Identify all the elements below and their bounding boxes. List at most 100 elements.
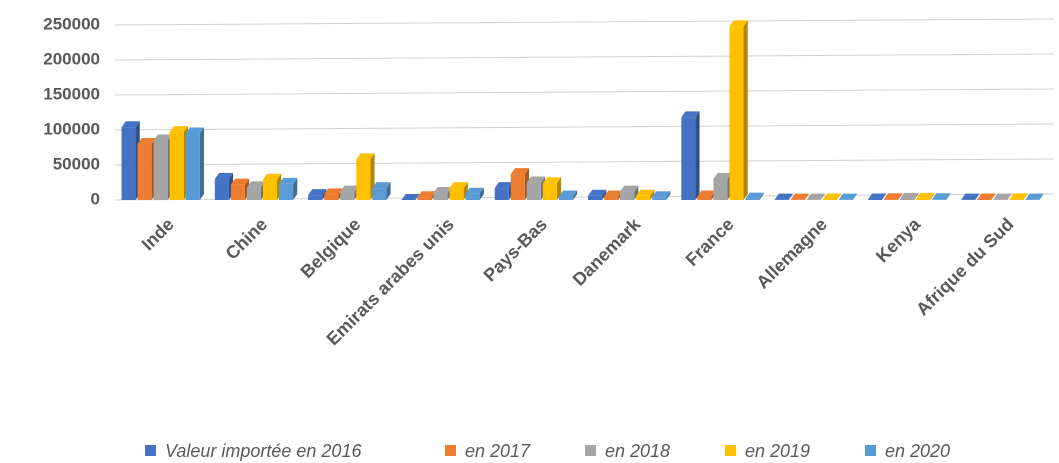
bar-side	[743, 20, 748, 201]
bar-top	[246, 181, 266, 188]
bar-top	[774, 193, 793, 200]
bar-top	[308, 189, 327, 196]
bar	[867, 199, 882, 200]
bar	[713, 179, 728, 200]
bar	[308, 195, 323, 200]
bar-side	[650, 189, 655, 200]
bar-top	[324, 188, 343, 195]
bar	[1009, 199, 1024, 200]
bar-top	[465, 187, 484, 194]
bar	[604, 196, 619, 200]
bar-side	[820, 193, 825, 200]
bar-top	[230, 178, 250, 185]
bar	[153, 140, 168, 200]
bar-top	[588, 189, 607, 196]
bar-side	[602, 189, 607, 200]
bar-top	[932, 193, 951, 200]
bar	[620, 191, 635, 200]
x-tick-label: Allemagne	[752, 214, 831, 293]
bar-top	[401, 194, 420, 200]
bar	[417, 197, 432, 200]
legend-swatch	[585, 445, 596, 456]
bar-top	[900, 192, 919, 199]
bar	[822, 199, 837, 200]
bar-top	[356, 153, 375, 160]
bar-top	[681, 111, 700, 118]
bar	[900, 198, 915, 200]
bar-top	[867, 193, 887, 200]
x-tick-label: France	[682, 214, 738, 270]
bar-top	[153, 134, 172, 141]
bar-side	[914, 192, 919, 200]
bar	[214, 179, 229, 200]
legend-label: en 2019	[745, 441, 810, 461]
legend-swatch	[445, 445, 456, 456]
bar-side	[946, 193, 951, 200]
bar-side	[293, 177, 298, 200]
bar-side	[1023, 193, 1028, 200]
bar-top	[838, 193, 858, 200]
bar-side	[804, 193, 809, 200]
bar	[169, 132, 184, 200]
bar-side	[634, 185, 639, 200]
bar-top	[169, 126, 188, 133]
x-tick-label: Belgique	[297, 214, 365, 282]
legend-label: en 2018	[605, 441, 670, 461]
bar	[932, 199, 947, 200]
bar	[526, 182, 541, 200]
bar-side	[759, 192, 764, 200]
bar	[465, 193, 480, 200]
bar-top	[433, 187, 452, 193]
x-tick-label: Pays-Bas	[480, 214, 551, 285]
bar	[121, 127, 136, 200]
bar-side	[1007, 193, 1012, 200]
legend-label: Valeur importée en 2016	[165, 441, 362, 461]
y-tick-label: 200000	[43, 49, 100, 68]
bar-top	[993, 193, 1012, 200]
bar	[324, 194, 339, 200]
bar	[246, 187, 261, 200]
bar-top	[620, 185, 639, 192]
legend-swatch	[145, 445, 156, 456]
bar	[494, 188, 509, 200]
bar	[449, 188, 464, 200]
bar-side	[556, 177, 562, 200]
x-tick-label: Inde	[138, 214, 178, 254]
bar-side	[199, 127, 204, 200]
legend-swatch	[865, 445, 876, 456]
bar-top	[652, 191, 671, 198]
bar-top	[121, 121, 140, 128]
bar-top	[526, 176, 546, 183]
bar-side	[1039, 193, 1044, 200]
bar-top	[558, 190, 578, 197]
bar	[372, 188, 387, 200]
bar-side	[695, 111, 700, 200]
bar-top	[1009, 193, 1028, 200]
bar-top	[729, 20, 748, 27]
bar-top	[262, 173, 282, 180]
x-tick-label: Kenya	[872, 213, 925, 266]
bar-top	[340, 185, 359, 192]
bar-top	[745, 192, 764, 199]
bar-side	[386, 182, 391, 200]
grid-line	[114, 18, 1055, 26]
bar-side	[881, 193, 887, 200]
y-tick-label: 0	[91, 189, 100, 208]
y-tick-label: 250000	[43, 14, 100, 33]
bar-top	[137, 138, 156, 144]
bar	[729, 26, 744, 201]
bar-top	[961, 193, 980, 200]
bar	[340, 191, 355, 200]
bar	[510, 174, 525, 200]
bar-top	[185, 127, 204, 134]
bar-top	[697, 190, 716, 197]
bar-top	[806, 193, 825, 200]
bar	[185, 133, 200, 200]
bar-top	[713, 173, 732, 179]
legend-label: en 2017	[465, 441, 531, 461]
bar-top	[417, 191, 436, 198]
grid-line	[114, 53, 1055, 61]
bar-top	[977, 193, 996, 200]
y-tick-label: 100000	[43, 119, 100, 138]
bar-top	[372, 182, 391, 189]
